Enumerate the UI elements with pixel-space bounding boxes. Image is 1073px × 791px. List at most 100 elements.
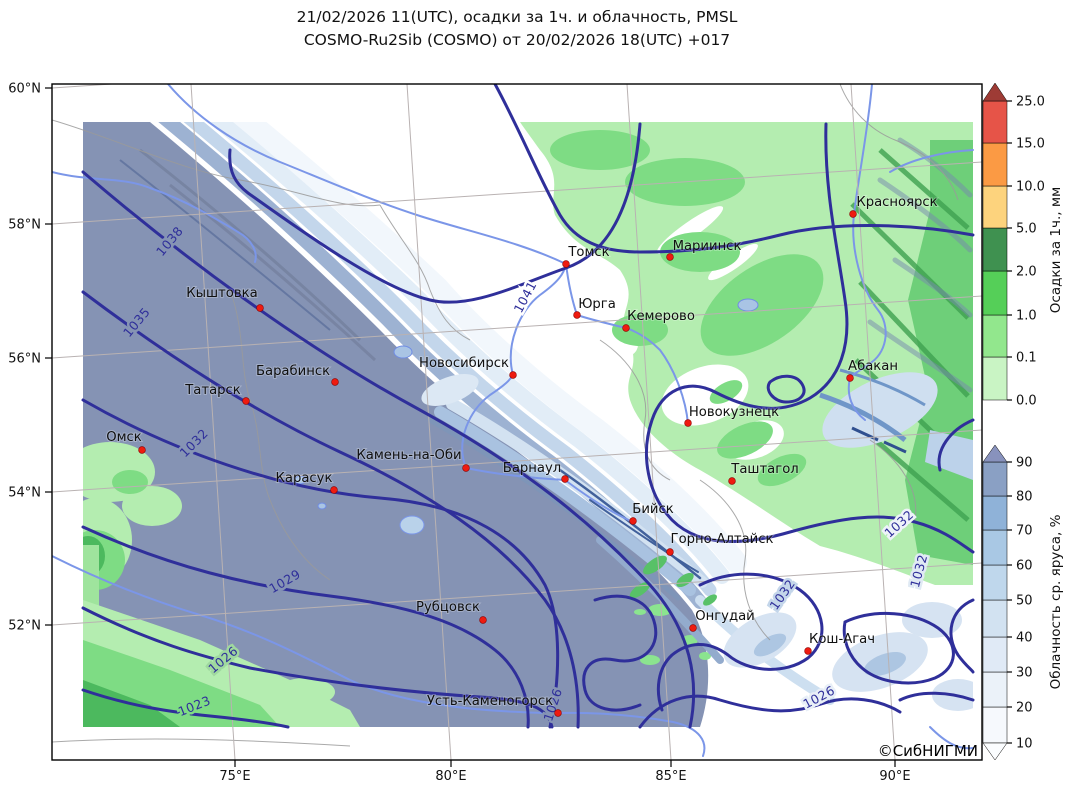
isobar-1026 (81, 606, 554, 729)
lat-tick-label: 58°N (8, 218, 41, 233)
cloud-colorbar: 10 20 30 40 50 60 70 80 90 Облачность ср. яруса, … (982, 444, 1064, 761)
colorbar-tick-label: 0.0 (1016, 394, 1037, 409)
isobars (81, 84, 975, 729)
city-label: Таштагол (730, 462, 798, 477)
city-dot (846, 374, 854, 382)
city-dot (666, 253, 674, 261)
isobar-1035 (81, 290, 580, 729)
cloudless-gap (661, 364, 749, 426)
lat-tick-label: 54°N (8, 486, 41, 501)
city-label: Барнаул (503, 461, 561, 476)
colorbar-title: Облачность ср. яруса, % (1048, 514, 1064, 689)
graticule-lon (850, 84, 896, 760)
city-label: Татарск (184, 383, 241, 398)
isobar-1038 (81, 170, 696, 729)
colorbar-segment (982, 529, 1008, 566)
city-dot (462, 464, 470, 472)
city-dot (629, 517, 637, 525)
colorbar-segment (982, 185, 1008, 229)
city-label: Барабинск (256, 363, 330, 379)
colorbar-segment (982, 636, 1008, 673)
city-label: Кыштовка (186, 286, 257, 301)
copyright-text: ©СибНИГМИ (878, 742, 978, 760)
isobar-ne (645, 122, 975, 554)
city-dot (242, 397, 250, 405)
lakes (294, 298, 759, 535)
city-dot (561, 475, 569, 483)
colorbar-tick-label: 80 (1016, 490, 1033, 505)
city-label: Онгудай (695, 609, 755, 624)
isobar-altai-1 (656, 572, 824, 712)
city-dot (684, 419, 692, 427)
colorbar-tick-label: 20 (1016, 701, 1033, 716)
graticule-lon (190, 84, 236, 760)
city-label: Карасук (276, 471, 333, 486)
city-dot (554, 709, 562, 717)
isobar-arc-1 (937, 418, 975, 472)
isobar-1032 (81, 398, 560, 729)
graticule-lat (52, 429, 982, 493)
city-dot (509, 371, 517, 379)
isobar-loop-small (766, 374, 806, 404)
cloud-streak (183, 122, 717, 597)
cloud-streak-dark (169, 183, 377, 362)
isobar-north (493, 84, 975, 254)
colorbar-tick-label: 10.0 (1016, 180, 1045, 195)
city-dot (331, 378, 339, 386)
city-label: Горно-Алтайск (671, 532, 774, 547)
city-dot (562, 260, 570, 268)
city-dot (804, 647, 812, 655)
city-dot (256, 304, 264, 312)
city-label: Рубцовск (416, 599, 480, 615)
isobar-altai-2 (842, 612, 955, 685)
city-dot (666, 548, 674, 556)
city-label: Усть-Каменогорск (427, 694, 553, 709)
lon-tick-label: 80°E (435, 769, 466, 784)
isobar-1026-se (638, 694, 902, 729)
colorbar-tick-label: 60 (1016, 559, 1033, 574)
city-label: Красноярск (856, 195, 937, 210)
city-dot (138, 446, 146, 454)
colorbar-under-arrow (982, 742, 1008, 761)
colorbar-segment (982, 599, 1008, 638)
colorbar-tick-label: 1.0 (1016, 309, 1037, 324)
city-dot (689, 624, 697, 632)
colorbar-tick-label: 50 (1016, 594, 1033, 609)
admin-borders (52, 84, 959, 747)
figure-title-line1: 21/02/2026 11(UTC), осадки за 1ч. и обла… (297, 8, 738, 26)
isobar-arc-3 (898, 691, 975, 702)
colorbar-tick-label: 70 (1016, 524, 1033, 539)
city-dot (622, 324, 630, 332)
colorbar-segment (982, 314, 1008, 358)
lat-tick-label: 60°N (8, 82, 41, 97)
colorbar-segment (982, 461, 1008, 497)
city-dot (728, 477, 736, 485)
colorbar-over-arrow (982, 82, 1008, 102)
city-label: Омск (106, 430, 142, 445)
colorbar-tick-label: 10 (1016, 737, 1033, 752)
colorbar-tick-label: 25.0 (1016, 95, 1045, 110)
lat-tick-label: 52°N (8, 619, 41, 634)
city-label: Кемерово (627, 309, 695, 324)
graticule-lon (626, 84, 672, 760)
cloud-streak-dark (139, 148, 362, 342)
city-dot (479, 616, 487, 624)
field-layers (83, 122, 973, 727)
colorbar-tick-label: 0.1 (1016, 351, 1037, 366)
colorbar-segment (982, 564, 1008, 601)
colorbar-segment (982, 706, 1008, 744)
city-dot (849, 210, 857, 218)
plot-frame (51, 83, 983, 761)
cloud-streak (207, 122, 730, 584)
colorbar-title: Осадки за 1ч., мм (1048, 187, 1064, 313)
lon-tick-label: 85°E (655, 769, 686, 784)
colorbar-segment (982, 227, 1008, 272)
city-label: Кош-Агач (809, 632, 875, 647)
lon-tick-label: 90°E (879, 769, 910, 784)
isobar-1029 (81, 525, 530, 729)
city-markers: Красноярск Мариинск Томск Юрга Кемерово Кышто… (105, 194, 939, 717)
colorbar-segment (982, 142, 1008, 187)
colorbar-tick-label: 40 (1016, 631, 1033, 646)
graticule-lat (52, 295, 982, 359)
